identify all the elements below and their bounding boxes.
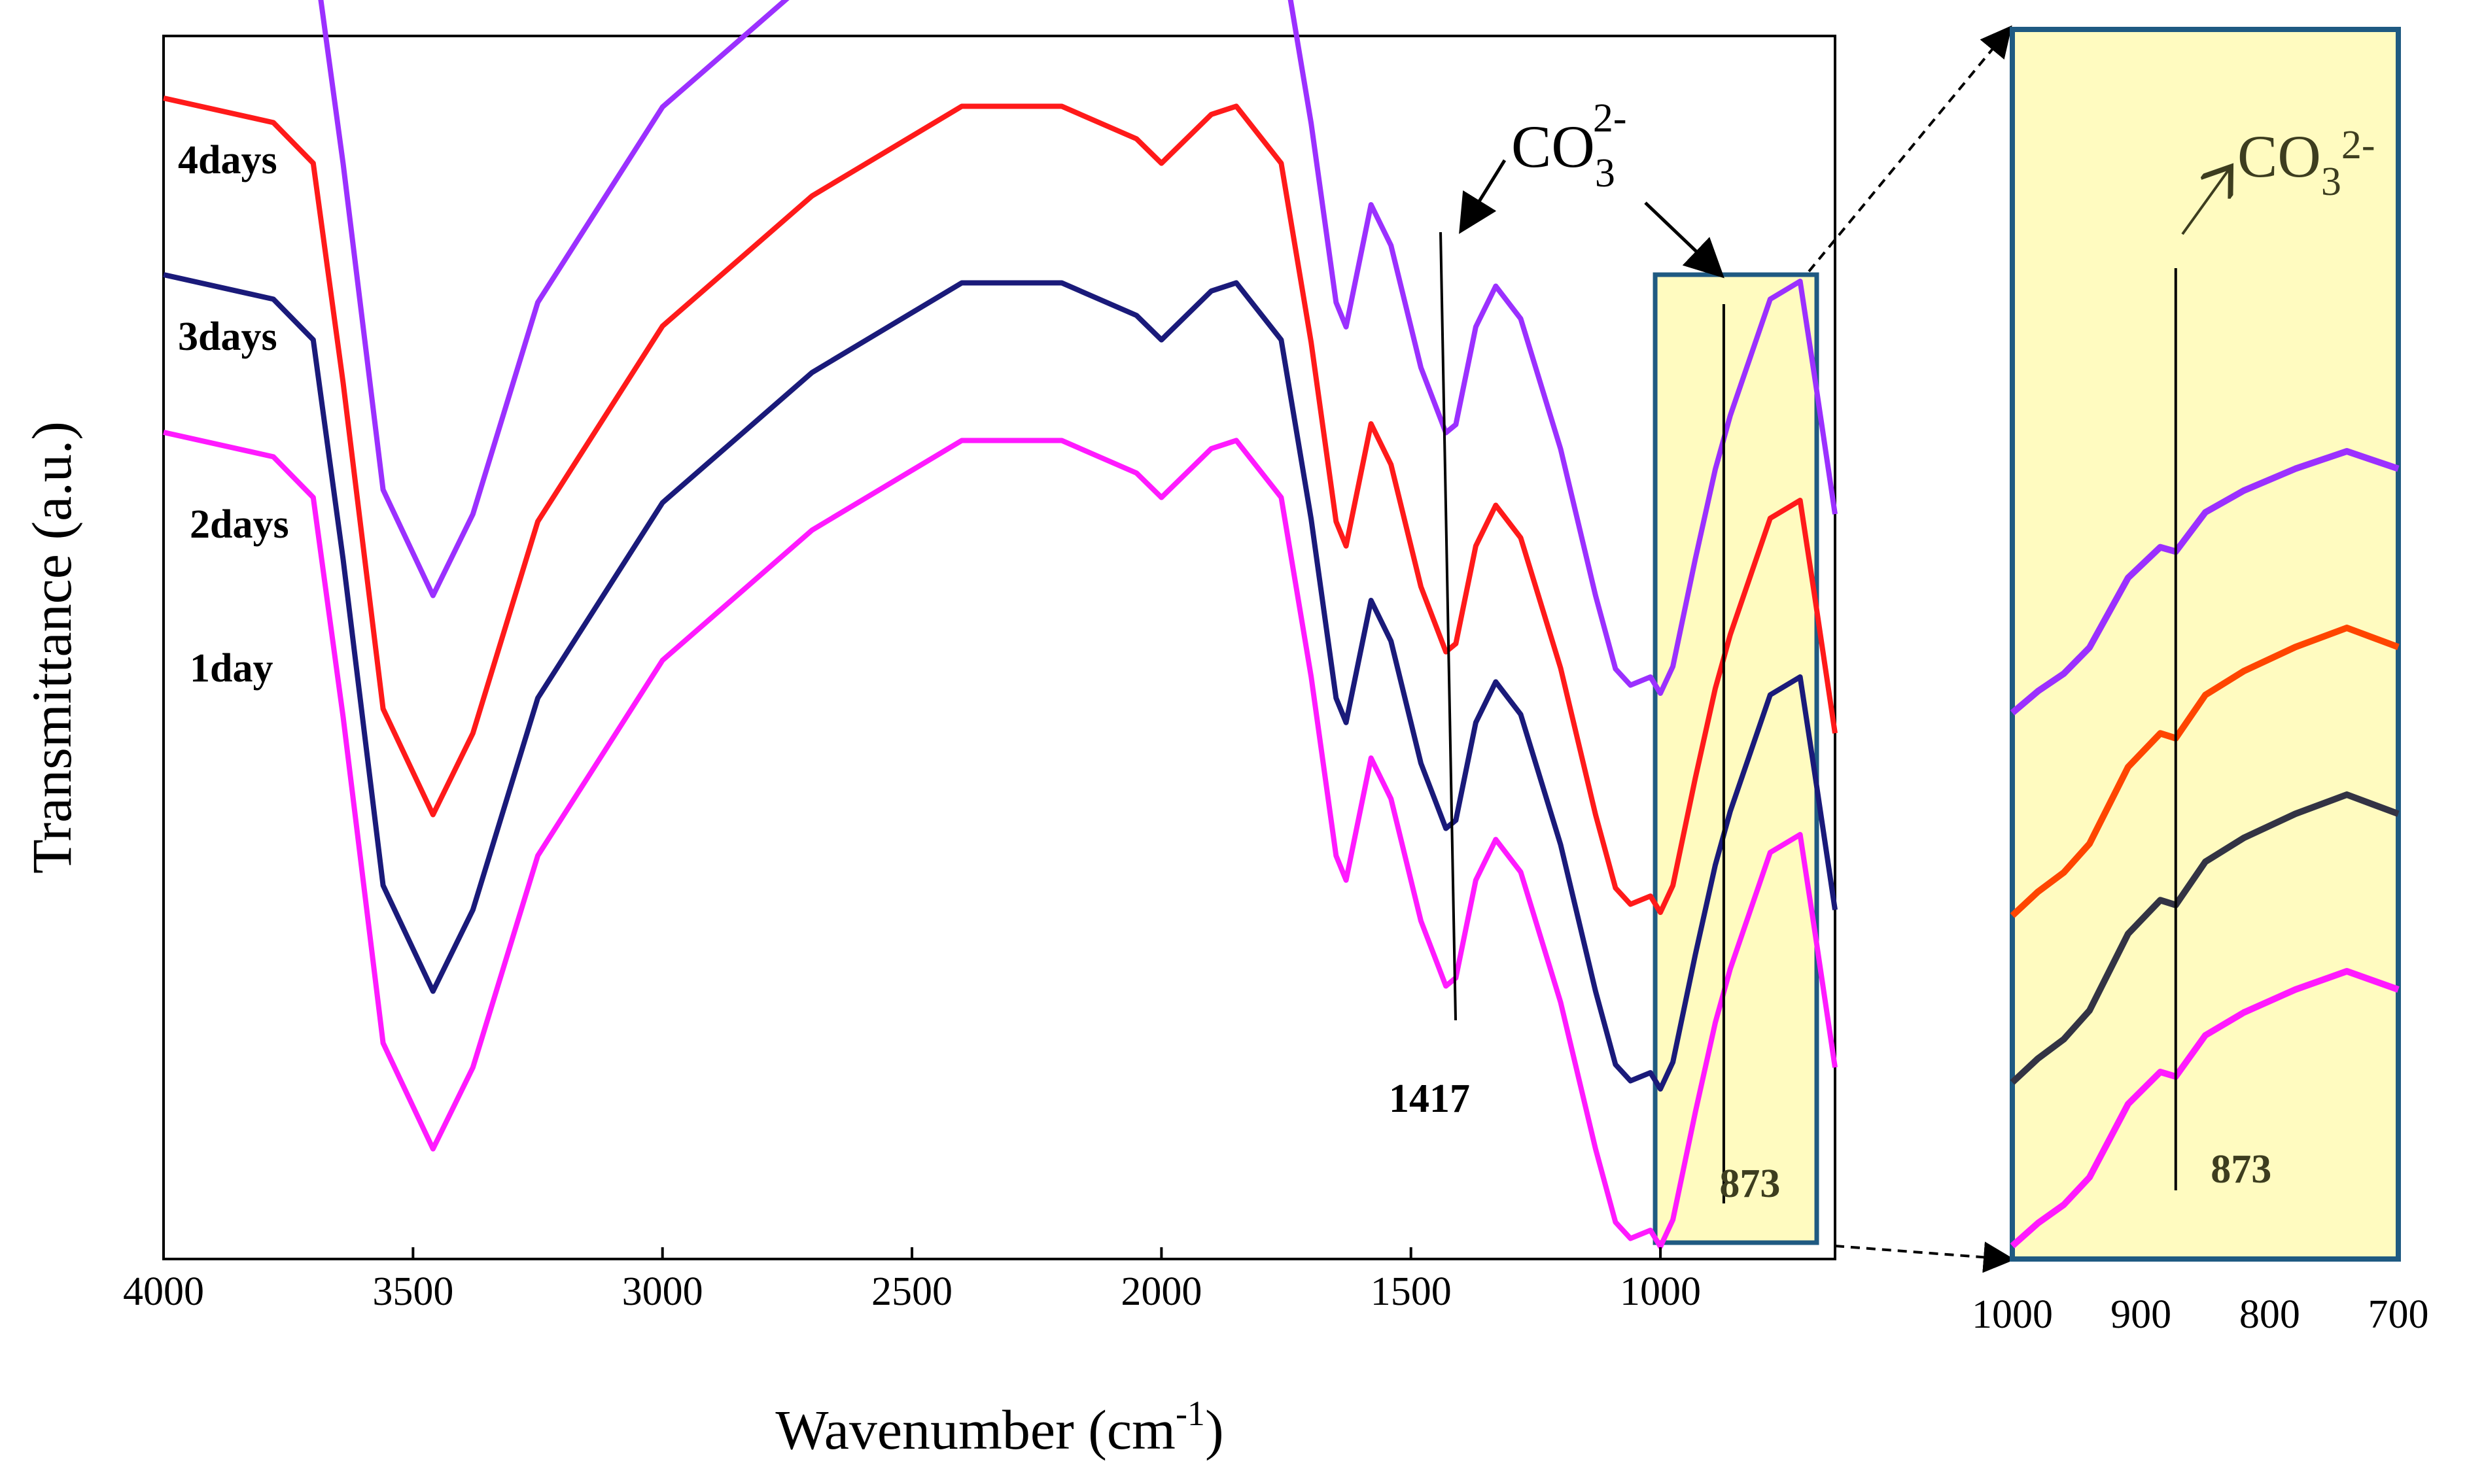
inset-x-tick-label-800: 800 <box>2239 1292 2300 1337</box>
inset-peak-label-873: 873 <box>2211 1147 2271 1192</box>
main-plot-frame <box>162 35 1836 1260</box>
series-label-4days: 4days <box>178 138 277 182</box>
x-tick-label-2000: 2000 <box>1121 1269 1202 1314</box>
connector-bottom <box>1834 1241 2015 1273</box>
main-series-group <box>163 0 1838 1249</box>
co3-label-inset: CO32- <box>2237 123 2375 204</box>
x-tick-label-3500: 3500 <box>372 1269 453 1314</box>
arrow-to-box <box>1644 201 1724 279</box>
x-tick-label-1000: 1000 <box>1620 1269 1701 1314</box>
x-tick-label-1500: 1500 <box>1371 1269 1452 1314</box>
connector-top <box>1808 25 2012 273</box>
inset-x-ticks: 1000 900 800 700 <box>1972 1292 2429 1337</box>
inset-x-tick-label-1000: 1000 <box>1972 1292 2053 1337</box>
x-tick-label-4000: 4000 <box>123 1269 204 1314</box>
co3-label-main: CO32- <box>1511 96 1626 196</box>
peak-line-1417 <box>1439 232 1458 1021</box>
arrow-inset <box>2181 167 2231 235</box>
arrow-to-1417 <box>1459 159 1507 234</box>
series-line-2days <box>163 272 1838 1092</box>
series-label-2days: 2days <box>190 502 289 547</box>
series-label-3days: 3days <box>178 315 277 359</box>
inset-x-tick-label-700: 700 <box>2368 1292 2429 1337</box>
main-x-ticks: 4000 3500 3000 2500 2000 1500 1000 <box>123 1247 1701 1314</box>
peak-label-873: 873 <box>1719 1162 1780 1206</box>
series-line-3days <box>163 95 1838 915</box>
x-tick-label-2500: 2500 <box>871 1269 953 1314</box>
inset-x-tick-label-900: 900 <box>2110 1292 2171 1337</box>
series-line-4days <box>318 0 1838 696</box>
inset-frame <box>2010 27 2401 1262</box>
series-label-1day: 1day <box>190 646 273 691</box>
y-axis-title: Transmittance (a.u.) <box>20 421 83 874</box>
series-line-1day <box>163 430 1838 1249</box>
peak-label-1417: 1417 <box>1389 1077 1470 1121</box>
x-tick-label-3000: 3000 <box>622 1269 703 1314</box>
x-axis-title: Wavenumber (cm-1) <box>775 1394 1223 1461</box>
highlight-box-main <box>1653 272 1819 1245</box>
